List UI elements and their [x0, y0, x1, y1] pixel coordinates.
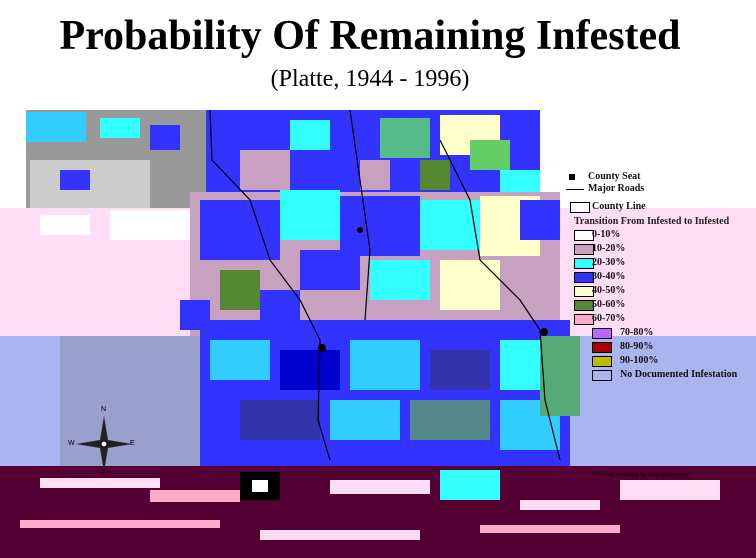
major-roads: [209, 109, 561, 461]
county-seats: [318, 227, 548, 352]
compass-s: S: [101, 468, 106, 475]
map-top-band: [26, 110, 540, 208]
map-title: Probability Of Remaining Infested: [59, 13, 681, 59]
map-legend: County Seat Major Roads County Line Tran…: [566, 171, 756, 482]
map-credit: This map produced by Klara Zimmerman: [592, 472, 692, 478]
swatch-3: [574, 272, 594, 283]
map-lavender-band: [0, 320, 756, 466]
compass-w: W: [68, 440, 75, 447]
swatch-6: [574, 314, 594, 325]
compass-e: E: [130, 440, 135, 447]
swatch-4: [574, 286, 594, 297]
swatch-0: [574, 230, 594, 241]
square-icon: [569, 174, 575, 180]
legend-heading: Transition From Infested to Infested: [574, 216, 730, 227]
swatch-5: [574, 300, 594, 311]
compass-n: N: [101, 406, 107, 413]
swatch-9: [592, 356, 612, 367]
swatch-7: [592, 328, 612, 339]
swatch-2: [574, 258, 594, 269]
compass-icon: [76, 416, 132, 472]
swatch-10: [592, 370, 612, 381]
map-subtitle: (Platte, 1944 - 1996): [270, 66, 470, 92]
line-icon: [566, 189, 584, 190]
map-maroon-band: [0, 466, 756, 558]
outline-icon: [570, 202, 590, 213]
compass-rose: N S W E: [68, 406, 136, 476]
swatch-1: [574, 244, 594, 255]
swatch-8: [592, 342, 612, 353]
